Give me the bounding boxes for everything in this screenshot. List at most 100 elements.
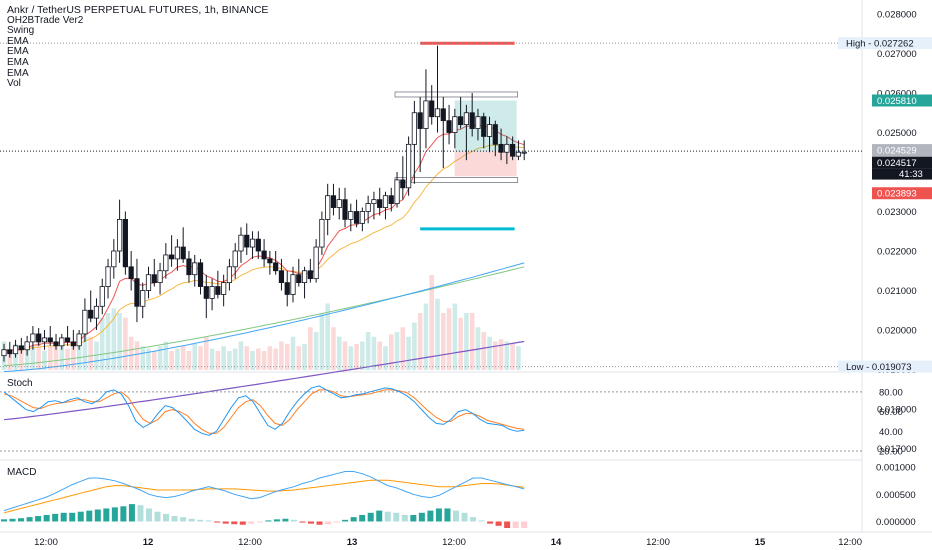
- volume-bar: [30, 346, 36, 370]
- indicator-label[interactable]: OH2BTrade Ver2: [7, 14, 84, 26]
- volume-bar: [516, 346, 521, 370]
- macd-histogram-bar: [333, 521, 340, 523]
- low-tag-bg: [838, 360, 932, 373]
- volume-bar: [279, 341, 284, 370]
- macd-tick-label: 0.001000: [876, 463, 916, 474]
- candle-body: [307, 270, 313, 280]
- indicator-label[interactable]: EMA: [7, 67, 29, 79]
- stoch-label[interactable]: Stoch: [7, 378, 33, 389]
- price-tick-label: 0.022000: [877, 247, 917, 258]
- macd-histogram-bar: [495, 521, 502, 526]
- candle-body: [290, 274, 296, 295]
- macd-signal-line: [3, 479, 525, 514]
- macd-histogram-bar: [77, 511, 84, 522]
- indicator-label[interactable]: EMA: [7, 35, 29, 47]
- volume-bar: [302, 343, 307, 370]
- volume-bar: [238, 341, 244, 370]
- macd-histogram-bar: [94, 509, 101, 522]
- candle-body: [105, 266, 111, 287]
- macd-histogram-bar: [145, 508, 152, 522]
- macd-pane[interactable]: [1, 471, 528, 529]
- volume-bar: [221, 346, 226, 370]
- volume-bar: [446, 308, 452, 370]
- stoch-tick-label: 60.00: [879, 407, 903, 418]
- candle-body: [88, 309, 94, 319]
- macd-histogram-bar: [316, 521, 323, 525]
- volume-bar: [128, 336, 134, 370]
- indicator-label[interactable]: EMA: [7, 46, 29, 58]
- macd-histogram-bar: [188, 518, 195, 522]
- volume-bar: [24, 348, 30, 370]
- candle-body: [59, 337, 65, 347]
- price-axis[interactable]: 0.0280000.0270000.0260000.0250000.024000…: [876, 10, 917, 528]
- volume-bar: [157, 346, 163, 370]
- volume-bar: [342, 341, 348, 370]
- macd-label[interactable]: MACD: [7, 467, 37, 478]
- candle-body: [377, 199, 383, 208]
- candle-body: [82, 309, 88, 335]
- volume-bar: [19, 346, 24, 370]
- volume-bar: [394, 332, 400, 370]
- time-tick-label: 12:00: [646, 537, 670, 548]
- candle-body: [93, 305, 100, 319]
- macd-histogram-bar: [435, 508, 442, 522]
- time-tick-label: 12:00: [838, 537, 862, 548]
- volume-bar: [493, 341, 498, 370]
- volume-bar: [140, 346, 146, 370]
- macd-histogram-bar: [248, 521, 255, 524]
- macd-histogram-bar: [478, 520, 485, 522]
- candle-body: [140, 290, 146, 307]
- volume-bar: [82, 332, 88, 370]
- sl-price-tag: 0.023893: [877, 189, 917, 200]
- macd-histogram-bar: [342, 519, 349, 522]
- stoch-pane[interactable]: [0, 385, 862, 452]
- macd-histogram-bar: [1, 519, 7, 522]
- volume-bar: [406, 336, 411, 370]
- macd-histogram-bar: [171, 516, 178, 522]
- macd-histogram-bar: [418, 512, 425, 522]
- macd-histogram-bar: [128, 504, 135, 522]
- volume-bar: [186, 351, 192, 370]
- volume-bar: [123, 317, 128, 370]
- volume-bar: [498, 339, 504, 370]
- macd-tick-label: 0.000000: [876, 517, 916, 528]
- macd-histogram-bar: [444, 508, 451, 522]
- volume-bar: [487, 336, 492, 370]
- price-tick-label: 0.020000: [877, 326, 917, 337]
- volume-bar: [412, 322, 417, 370]
- indicator-label[interactable]: Swing: [7, 25, 35, 37]
- stoch-tick-label: 40.00: [879, 427, 903, 438]
- time-axis[interactable]: 12:00 12 12:00 13 12:00 14 12:00 15 12:00: [34, 537, 862, 548]
- volume-bar: [377, 341, 382, 370]
- stoch-k-line: [3, 385, 525, 436]
- candle-body: [197, 262, 204, 287]
- candle-body: [469, 112, 475, 129]
- macd-histogram-bar: [376, 510, 383, 522]
- candle-body: [446, 120, 452, 133]
- ema-slow-line: [3, 266, 525, 367]
- candle-body: [510, 143, 516, 157]
- volume-bar: [435, 298, 440, 370]
- macd-histogram-bar: [69, 512, 76, 522]
- macd-histogram-bar: [154, 511, 161, 522]
- candle-body: [440, 108, 446, 122]
- last-price-tag-bg: [872, 156, 932, 169]
- candle-body: [122, 218, 128, 268]
- candle-body: [169, 254, 175, 260]
- candle-body: [255, 238, 261, 252]
- candle-body: [296, 274, 302, 284]
- indicator-label[interactable]: Vol: [7, 78, 21, 90]
- stoch-d-line: [3, 389, 525, 434]
- swing-high-box: [394, 91, 519, 98]
- indicator-label[interactable]: EMA: [7, 56, 29, 68]
- macd-histogram-bar: [231, 521, 238, 525]
- symbol-title[interactable]: Ankr / TetherUS PERPETUAL FUTURES, 1h, B…: [7, 4, 269, 16]
- volume-bar: [36, 341, 41, 370]
- volume-bar: [417, 313, 423, 370]
- volume-bar: [94, 341, 99, 370]
- candle-body: [244, 234, 250, 248]
- candle-body: [278, 270, 285, 283]
